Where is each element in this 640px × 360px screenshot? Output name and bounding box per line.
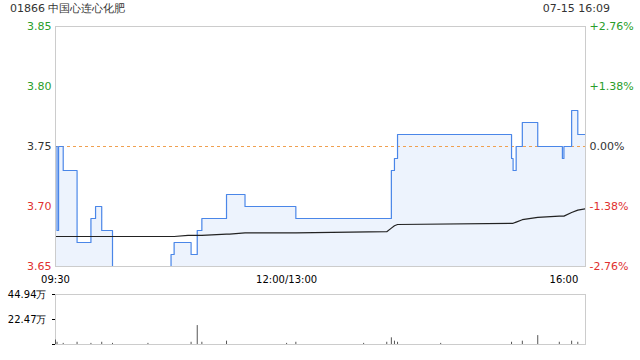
svg-text:16:00: 16:00 — [550, 274, 579, 285]
svg-text:-1.38%: -1.38% — [590, 200, 629, 213]
svg-text:3.65: 3.65 — [27, 260, 52, 273]
svg-text:22.47万: 22.47万 — [8, 314, 47, 325]
svg-text:44.94万: 44.94万 — [8, 289, 47, 300]
svg-text:3.85: 3.85 — [27, 20, 52, 33]
svg-text:3.70: 3.70 — [27, 200, 52, 213]
html-text:01866 中国心连心化肥: 01866 中国心连心化肥 — [10, 2, 126, 15]
svg-text:-2.76%: -2.76% — [590, 260, 629, 273]
svg-text:+1.38%: +1.38% — [590, 80, 634, 93]
svg-text:0.00%: 0.00% — [590, 140, 625, 153]
svg-text:3.80: 3.80 — [27, 80, 52, 93]
svg-text:09:30: 09:30 — [41, 274, 70, 285]
svg-text:12:00/13:00: 12:00/13:00 — [256, 274, 317, 285]
svg-text:3.75: 3.75 — [27, 140, 52, 153]
svg-text:+2.76%: +2.76% — [590, 20, 634, 33]
html-text:07-15 16:09: 07-15 16:09 — [542, 2, 610, 15]
